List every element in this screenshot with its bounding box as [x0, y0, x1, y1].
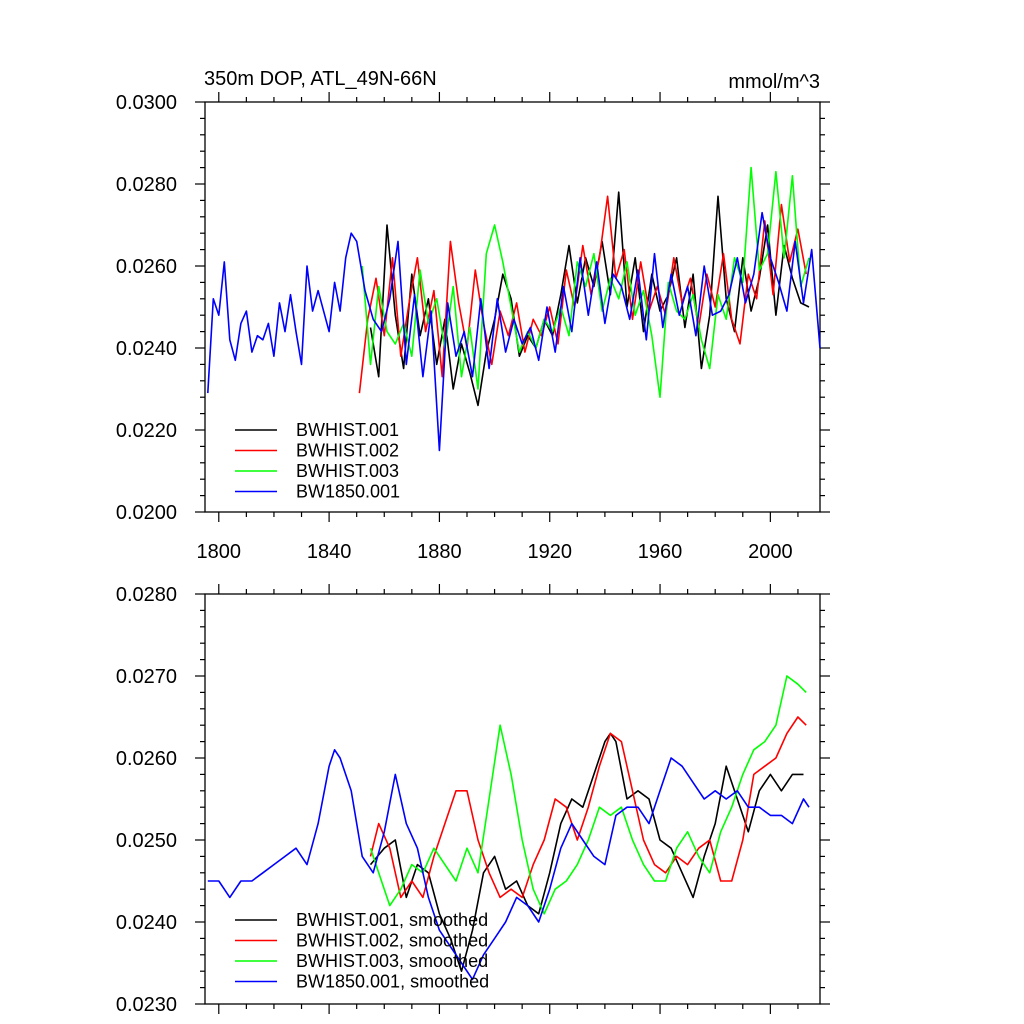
- bottom-axis-ticks: [195, 584, 830, 1014]
- series-line-2: [358, 195, 807, 394]
- legend-label: BWHIST.003, smoothed: [296, 951, 488, 971]
- bottom-panel: 0.0230 0.0240 0.0250 0.0260 0.0270 0.0280 BWH…: [116, 584, 830, 1016]
- y-tick-label: 0.0260: [116, 748, 177, 770]
- y-tick-label: 0.0240: [116, 912, 177, 934]
- y-tick-label: 0.0280: [116, 584, 177, 606]
- y-tick-label: 0.0200: [116, 502, 177, 524]
- y-tick-label: 0.0260: [116, 256, 177, 278]
- y-tick-label: 0.0300: [116, 92, 177, 114]
- bottom-y-tick-labels: 0.0230 0.0240 0.0250 0.0260 0.0270 0.0280: [116, 584, 177, 1016]
- series-line-3: [361, 166, 810, 399]
- legend-label: BWHIST.001, smoothed: [296, 910, 488, 930]
- legend-label: BWHIST.001: [296, 420, 399, 440]
- x-tick-label: 1840: [307, 541, 352, 563]
- chart-title: 350m DOP, ATL_49N-66N: [204, 68, 437, 90]
- y-tick-label: 0.0280: [116, 174, 177, 196]
- top-axis-ticks: [195, 92, 830, 522]
- top-panel: 350m DOP, ATL_49N-66N mmol/m^3 0.02000.0…: [116, 68, 830, 563]
- legend-label: BW1850.001: [296, 482, 400, 502]
- series-line-2: [369, 716, 807, 899]
- y-tick-label: 0.0270: [116, 666, 177, 688]
- top-series-lines: [207, 166, 821, 452]
- legend-label: BW1850.001, smoothed: [296, 972, 489, 992]
- x-tick-label: 2000: [748, 541, 793, 563]
- series-line-3: [369, 675, 807, 915]
- x-tick-label: 1880: [417, 541, 462, 563]
- x-tick-label: 1960: [638, 541, 683, 563]
- y-tick-label: 0.0220: [116, 420, 177, 442]
- bottom-plot-frame: [204, 593, 821, 1005]
- units-label: mmol/m^3: [728, 71, 820, 93]
- y-tick-label: 0.0250: [116, 830, 177, 852]
- y-tick-label: 0.0240: [116, 338, 177, 360]
- series-line-4: [207, 748, 810, 981]
- top-plot-frame: [204, 101, 821, 513]
- top-y-tick-labels: 0.0200 0.0220 0.0240 0.0260 0.0280 0.0300: [116, 92, 177, 524]
- series-line-4: [207, 211, 821, 452]
- y-tick-label: 0.0230: [116, 994, 177, 1016]
- x-tick-label: 1800: [197, 541, 242, 563]
- bottom-series-lines: [207, 675, 810, 981]
- legend-label: BWHIST.003: [296, 461, 399, 481]
- top-x-tick-labels: 1800 1840 1880 1920 1960 2000: [197, 541, 793, 563]
- legend-label: BWHIST.002: [296, 441, 399, 461]
- legend-label: BWHIST.002, smoothed: [296, 931, 488, 951]
- series-line-1: [369, 732, 804, 973]
- x-tick-label: 1920: [527, 541, 572, 563]
